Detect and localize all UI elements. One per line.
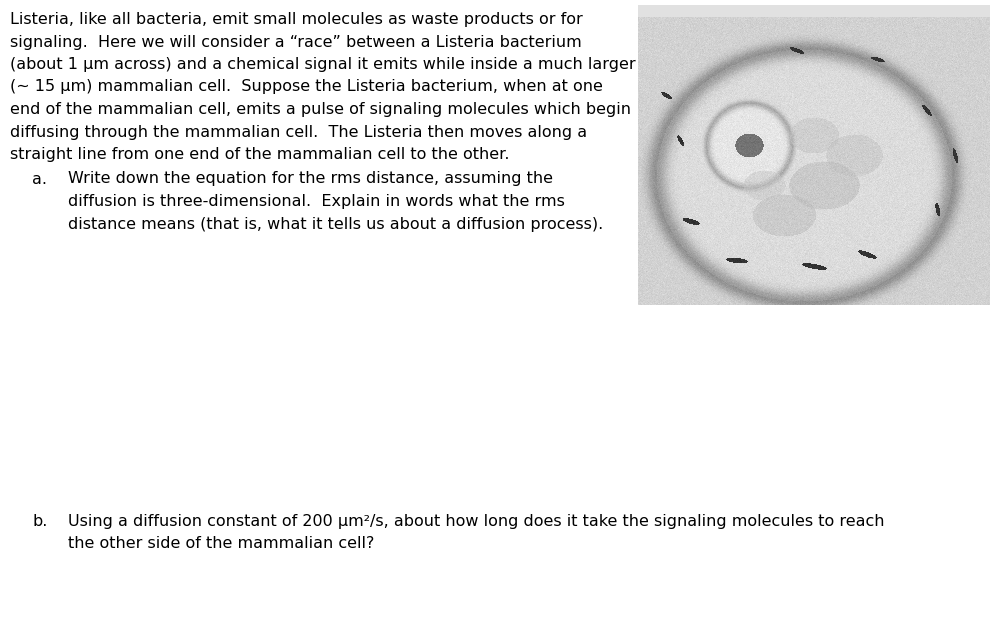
Text: (∼ 15 μm) mammalian cell.  Suppose the Listeria bacterium, when at one: (∼ 15 μm) mammalian cell. Suppose the Li… [10,80,602,94]
Text: straight line from one end of the mammalian cell to the other.: straight line from one end of the mammal… [10,147,509,162]
Text: b.: b. [32,514,48,529]
Text: Using a diffusion constant of 200 μm²/s, about how long does it take the signali: Using a diffusion constant of 200 μm²/s,… [68,514,884,529]
Text: the other side of the mammalian cell?: the other side of the mammalian cell? [68,537,374,551]
Text: diffusion is three-dimensional.  Explain in words what the rms: diffusion is three-dimensional. Explain … [68,194,565,209]
Text: a.: a. [32,171,47,186]
Text: diffusing through the mammalian cell.  The Listeria then moves along a: diffusing through the mammalian cell. Th… [10,125,586,139]
Text: signaling.  Here we will consider a “race” between a Listeria bacterium: signaling. Here we will consider a “race… [10,35,581,49]
Text: end of the mammalian cell, emits a pulse of signaling molecules which begin: end of the mammalian cell, emits a pulse… [10,102,630,117]
Text: Write down the equation for the rms distance, assuming the: Write down the equation for the rms dist… [68,171,553,186]
Text: Listeria, like all bacteria, emit small molecules as waste products or for: Listeria, like all bacteria, emit small … [10,12,582,27]
Text: Mammalian cell: Mammalian cell [746,36,873,51]
Text: distance means (that is, what it tells us about a diffusion process).: distance means (that is, what it tells u… [68,216,602,232]
Text: (about 1 μm across) and a chemical signal it emits while inside a much larger: (about 1 μm across) and a chemical signa… [10,57,635,72]
Text: Listeria: Listeria [929,176,988,191]
